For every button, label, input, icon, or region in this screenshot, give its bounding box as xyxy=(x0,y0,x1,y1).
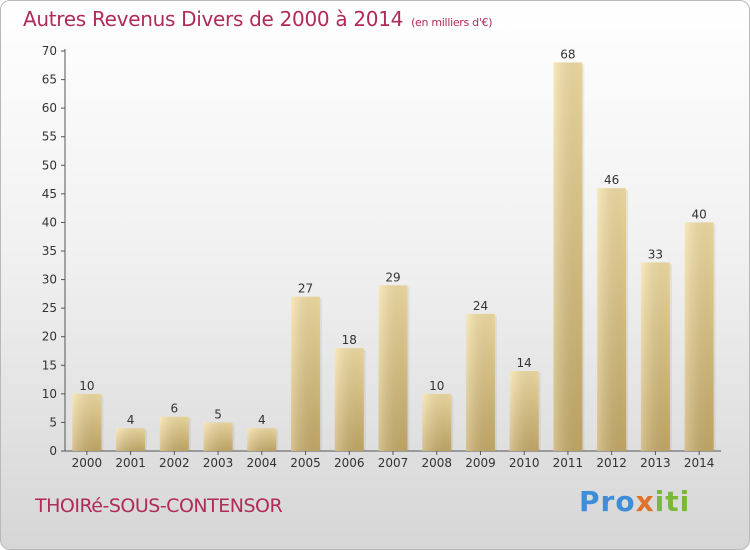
bar-shade xyxy=(291,296,321,451)
y-tick-label: 10 xyxy=(42,387,57,401)
brand-part-3: iti xyxy=(654,485,691,518)
y-tick-label: 25 xyxy=(42,301,57,315)
y-tick-label: 5 xyxy=(49,415,57,429)
bar-shade xyxy=(509,371,539,451)
bar-shade xyxy=(247,428,277,451)
data-label: 5 xyxy=(214,407,222,421)
x-tick-label: 2004 xyxy=(247,456,278,470)
x-tick-label: 2002 xyxy=(159,456,190,470)
y-tick-label: 55 xyxy=(42,130,57,144)
data-label: 4 xyxy=(127,413,135,427)
x-tick-label: 2005 xyxy=(290,456,321,470)
bar-shade xyxy=(465,313,495,451)
y-tick-label: 65 xyxy=(42,73,57,87)
bar-shade xyxy=(553,62,583,452)
x-tick-label: 2001 xyxy=(115,456,146,470)
y-tick-label: 50 xyxy=(42,158,57,172)
x-tick-label: 2012 xyxy=(596,456,627,470)
title-text: Autres Revenus Divers de 2000 à 2014 xyxy=(23,7,404,31)
data-label: 6 xyxy=(171,402,179,416)
bar-shade xyxy=(597,188,627,451)
data-label: 40 xyxy=(691,207,706,221)
y-tick-label: 70 xyxy=(42,44,57,58)
location-name: THOIRé-SOUS-CONTENSOR xyxy=(35,495,283,517)
y-tick-label: 0 xyxy=(49,444,57,458)
data-label: 33 xyxy=(648,247,663,261)
brand-part-2: x xyxy=(635,485,655,518)
data-label: 10 xyxy=(79,379,94,393)
y-tick-label: 35 xyxy=(42,244,57,258)
chart-title: Autres Revenus Divers de 2000 à 2014 (en … xyxy=(23,7,493,31)
brand-logo: Proxiti xyxy=(579,485,690,518)
bar-shade xyxy=(684,222,714,451)
data-label: 27 xyxy=(298,282,313,296)
brand-part-1: Pro xyxy=(579,485,636,518)
bar-shade xyxy=(72,393,102,451)
y-tick-label: 20 xyxy=(42,330,57,344)
x-tick-label: 2009 xyxy=(465,456,496,470)
data-label: 68 xyxy=(560,47,575,61)
y-tick-label: 30 xyxy=(42,273,57,287)
bar-shade xyxy=(640,262,670,451)
y-tick-label: 15 xyxy=(42,358,57,372)
bar-shade xyxy=(422,393,452,451)
data-label: 46 xyxy=(604,173,619,187)
x-tick-label: 2011 xyxy=(553,456,584,470)
x-tick-label: 2010 xyxy=(509,456,540,470)
bar-shade xyxy=(116,428,146,451)
data-label: 29 xyxy=(385,270,400,284)
data-label: 24 xyxy=(473,299,488,313)
data-label: 14 xyxy=(517,356,532,370)
x-tick-label: 2006 xyxy=(334,456,365,470)
bar-shade xyxy=(203,422,233,451)
y-tick-label: 60 xyxy=(42,101,57,115)
x-tick-label: 2003 xyxy=(203,456,234,470)
bar-shade xyxy=(378,285,408,451)
x-tick-label: 2000 xyxy=(72,456,103,470)
unit-note: (en milliers d'€) xyxy=(411,16,493,29)
x-tick-label: 2014 xyxy=(684,456,715,470)
data-label: 4 xyxy=(258,413,266,427)
y-tick-label: 45 xyxy=(42,187,57,201)
y-tick-label: 40 xyxy=(42,215,57,229)
bar-shade xyxy=(334,348,364,451)
x-tick-label: 2013 xyxy=(640,456,671,470)
x-tick-label: 2008 xyxy=(421,456,452,470)
data-label: 18 xyxy=(342,333,357,347)
data-label: 10 xyxy=(429,379,444,393)
bar-shade xyxy=(159,416,189,451)
x-tick-label: 2007 xyxy=(378,456,409,470)
